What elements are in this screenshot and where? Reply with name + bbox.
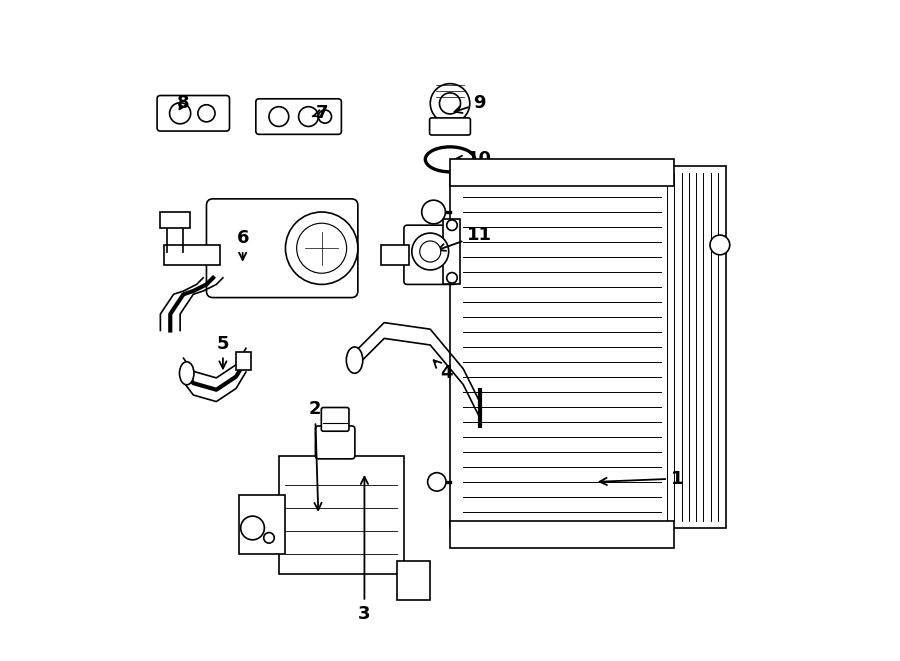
FancyBboxPatch shape bbox=[315, 426, 355, 459]
Text: 10: 10 bbox=[454, 150, 492, 169]
FancyBboxPatch shape bbox=[236, 352, 250, 370]
Circle shape bbox=[297, 223, 346, 273]
Circle shape bbox=[240, 516, 265, 540]
Circle shape bbox=[446, 272, 457, 283]
Text: 4: 4 bbox=[434, 360, 453, 382]
Circle shape bbox=[439, 93, 461, 114]
Ellipse shape bbox=[426, 147, 474, 172]
FancyBboxPatch shape bbox=[279, 455, 404, 574]
Circle shape bbox=[422, 200, 446, 224]
FancyBboxPatch shape bbox=[429, 118, 471, 135]
Text: 1: 1 bbox=[599, 469, 683, 488]
Circle shape bbox=[446, 220, 457, 231]
Circle shape bbox=[319, 110, 331, 123]
FancyBboxPatch shape bbox=[158, 96, 230, 131]
Ellipse shape bbox=[346, 347, 363, 373]
Text: 8: 8 bbox=[177, 95, 190, 112]
FancyBboxPatch shape bbox=[239, 495, 285, 555]
FancyBboxPatch shape bbox=[444, 219, 460, 284]
FancyBboxPatch shape bbox=[404, 225, 456, 284]
Ellipse shape bbox=[179, 362, 194, 385]
FancyBboxPatch shape bbox=[450, 166, 726, 528]
Text: 5: 5 bbox=[217, 334, 230, 368]
FancyBboxPatch shape bbox=[164, 245, 220, 264]
Circle shape bbox=[169, 102, 191, 124]
Circle shape bbox=[285, 212, 358, 284]
Text: 7: 7 bbox=[312, 104, 328, 122]
Circle shape bbox=[269, 106, 289, 126]
FancyBboxPatch shape bbox=[256, 98, 341, 134]
FancyBboxPatch shape bbox=[450, 159, 674, 186]
Circle shape bbox=[264, 533, 274, 543]
Circle shape bbox=[419, 241, 441, 262]
Circle shape bbox=[710, 235, 730, 254]
Text: 9: 9 bbox=[454, 95, 486, 113]
Text: 3: 3 bbox=[358, 477, 371, 623]
Circle shape bbox=[412, 233, 449, 270]
FancyBboxPatch shape bbox=[321, 408, 349, 431]
FancyBboxPatch shape bbox=[381, 245, 409, 264]
FancyBboxPatch shape bbox=[397, 561, 430, 600]
Circle shape bbox=[198, 104, 215, 122]
Text: 11: 11 bbox=[438, 226, 492, 251]
Circle shape bbox=[430, 84, 470, 123]
Ellipse shape bbox=[436, 153, 464, 165]
FancyBboxPatch shape bbox=[206, 199, 358, 297]
Circle shape bbox=[299, 106, 319, 126]
Text: 6: 6 bbox=[237, 229, 249, 260]
FancyBboxPatch shape bbox=[160, 212, 190, 229]
FancyBboxPatch shape bbox=[450, 522, 674, 548]
Circle shape bbox=[428, 473, 446, 491]
Text: 2: 2 bbox=[309, 401, 321, 510]
